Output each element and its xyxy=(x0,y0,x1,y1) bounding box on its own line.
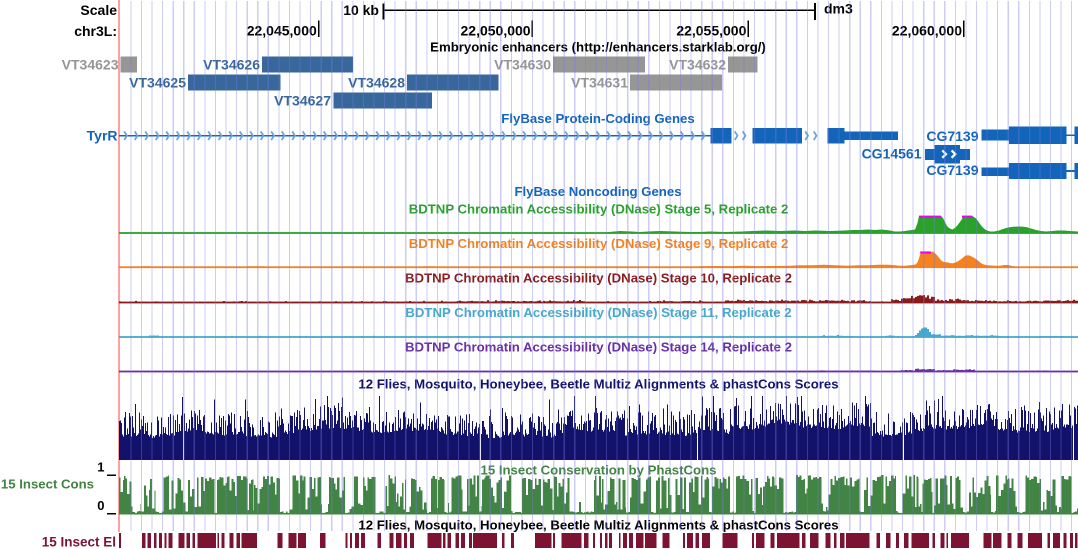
svg-text:22,050,000: 22,050,000 xyxy=(461,23,531,39)
svg-text:15 Insect El: 15 Insect El xyxy=(42,535,116,549)
svg-text:22,045,000: 22,045,000 xyxy=(247,23,317,39)
svg-text:CG7139: CG7139 xyxy=(926,128,978,144)
svg-text:VT34632: VT34632 xyxy=(669,57,726,73)
svg-text:BDTNP Chromatin Accessibility: BDTNP Chromatin Accessibility (DNase) St… xyxy=(405,305,791,320)
svg-text:dm3: dm3 xyxy=(824,1,853,17)
svg-text:Scale: Scale xyxy=(80,2,117,18)
svg-text:BDTNP Chromatin Accessibility: BDTNP Chromatin Accessibility (DNase) St… xyxy=(409,236,789,251)
svg-text:CG7139: CG7139 xyxy=(926,162,978,178)
svg-text:VT34631: VT34631 xyxy=(571,75,628,91)
svg-text:12 Flies, Mosquito, Honeybee,: 12 Flies, Mosquito, Honeybee, Beetle Mul… xyxy=(358,377,838,392)
svg-text:0: 0 xyxy=(97,498,104,513)
svg-text:FlyBase Protein-Coding Genes: FlyBase Protein-Coding Genes xyxy=(501,111,694,126)
svg-text:VT34630: VT34630 xyxy=(494,57,551,73)
svg-text:VT34627: VT34627 xyxy=(274,93,331,109)
svg-text:chr3L:: chr3L: xyxy=(74,23,117,39)
svg-text:VT34623: VT34623 xyxy=(62,57,119,73)
svg-text:BDTNP Chromatin Accessibility: BDTNP Chromatin Accessibility (DNase) St… xyxy=(405,271,792,286)
svg-text:1: 1 xyxy=(97,460,104,475)
svg-text:BDTNP Chromatin Accessibility: BDTNP Chromatin Accessibility (DNase) St… xyxy=(405,340,792,355)
svg-text:BDTNP Chromatin Accessibility: BDTNP Chromatin Accessibility (DNase) St… xyxy=(409,202,789,217)
svg-text:TyrR: TyrR xyxy=(87,128,118,144)
svg-text:VT34626: VT34626 xyxy=(203,57,260,73)
svg-text:10 kb: 10 kb xyxy=(343,2,379,18)
svg-text:FlyBase Noncoding Genes: FlyBase Noncoding Genes xyxy=(514,184,681,199)
svg-text:VT34625: VT34625 xyxy=(129,75,186,91)
svg-text:15 Insect Conservation by Phas: 15 Insect Conservation by PhastCons xyxy=(481,463,717,478)
svg-text:VT34628: VT34628 xyxy=(348,75,405,91)
svg-text:12 Flies, Mosquito, Honeybee,: 12 Flies, Mosquito, Honeybee, Beetle Mul… xyxy=(358,518,838,533)
svg-text:15 Insect Cons: 15 Insect Cons xyxy=(1,477,94,492)
svg-text:22,060,000: 22,060,000 xyxy=(892,23,962,39)
svg-text:CG14561: CG14561 xyxy=(862,146,922,162)
svg-text:Embryonic enhancers (http://en: Embryonic enhancers (http://enhancers.st… xyxy=(430,40,766,55)
svg-text:22,055,000: 22,055,000 xyxy=(676,23,746,39)
